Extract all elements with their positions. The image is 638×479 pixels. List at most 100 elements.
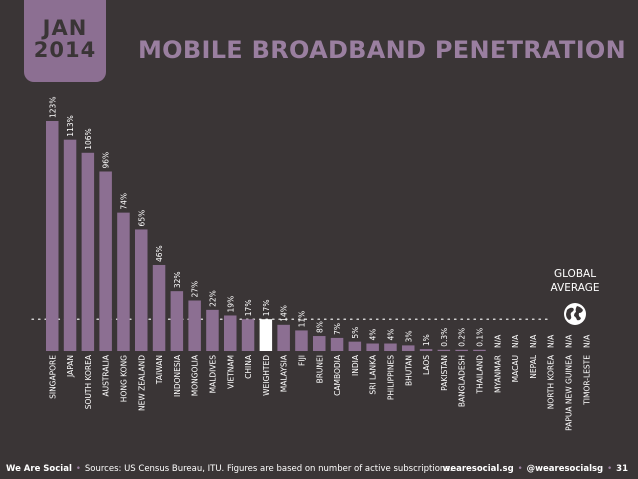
bar-vietnam xyxy=(224,315,237,351)
value-label-timor-leste: N/A xyxy=(582,334,591,348)
bar-brunei xyxy=(313,336,326,351)
bar-singapore xyxy=(46,121,59,351)
value-label-japan: 113% xyxy=(66,115,75,136)
footer-separator: • xyxy=(75,464,81,474)
value-label-philippines: 4% xyxy=(386,329,395,341)
date-badge: JAN 2014 xyxy=(24,0,106,82)
category-label-philippines: PHILIPPINES xyxy=(386,355,395,400)
bar-maldives xyxy=(206,309,219,351)
category-label-india: INDIA xyxy=(351,354,360,376)
value-label-laos: 1% xyxy=(422,334,431,346)
value-label-india: 5% xyxy=(351,327,360,339)
global-average-label-2: AVERAGE xyxy=(551,282,600,294)
chart-title: MOBILE BROADBAND PENETRATION xyxy=(138,36,627,64)
category-label-myanmar: MYANMAR xyxy=(493,355,502,393)
value-label-indonesia: 32% xyxy=(173,271,182,288)
global-average-label-1: GLOBAL xyxy=(554,268,596,280)
footer-separator: • xyxy=(607,464,613,474)
value-label-new-zealand: 65% xyxy=(137,210,146,227)
category-label-nepal: NEPAL xyxy=(529,354,538,379)
category-label-maldives: MALDIVES xyxy=(208,355,217,394)
value-label-australia: 96% xyxy=(102,152,111,169)
bar-india xyxy=(348,341,362,351)
bar-sri-lanka xyxy=(366,343,379,351)
category-label-new-zealand: NEW ZEALAND xyxy=(137,355,146,411)
category-label-japan: JAPAN xyxy=(66,355,75,378)
bar-fiji xyxy=(295,330,308,351)
category-label-indonesia: INDONESIA xyxy=(173,354,182,397)
value-label-macau: N/A xyxy=(511,334,520,348)
footer-handle: @wearesocialsg xyxy=(526,464,604,474)
value-label-taiwan: 46% xyxy=(155,245,164,262)
category-label-vietnam: VIETNAM xyxy=(226,355,235,389)
bars-group: 123% SINGAPORE 113% JAPAN 106% SOUTH KOREA 96%… xyxy=(46,97,591,431)
badge-month: JAN xyxy=(42,16,88,40)
value-label-myanmar: N/A xyxy=(493,334,502,348)
value-label-pakistan: 0.3% xyxy=(440,328,449,347)
value-label-malaysia: 14% xyxy=(280,305,289,322)
badge-year: 2014 xyxy=(33,38,97,62)
bar-bhutan xyxy=(402,345,415,351)
category-label-brunei: BRUNEI xyxy=(315,355,324,383)
category-label-timor-leste: TIMOR-LESTE xyxy=(582,355,591,406)
bar-pakistan xyxy=(437,349,451,351)
bar-cambodia xyxy=(330,337,344,351)
value-label-south-korea: 106% xyxy=(84,128,93,149)
value-label-bangladesh: 0.2% xyxy=(458,328,467,347)
bar-new-zealand xyxy=(135,229,148,351)
category-label-singapore: SINGAPORE xyxy=(48,355,57,399)
value-label-vietnam: 19% xyxy=(226,296,235,313)
value-label-fiji: 11% xyxy=(297,311,306,328)
category-label-bhutan: BHUTAN xyxy=(404,355,413,386)
footer-page: 31 xyxy=(616,464,628,474)
footer-sources: Sources: US Census Bureau, ITU. Figures … xyxy=(84,464,453,474)
value-label-sri-lanka: 4% xyxy=(369,329,378,341)
value-label-thailand: 0.1% xyxy=(475,328,484,347)
category-label-pakistan: PAKISTAN xyxy=(440,355,449,391)
footer-separator: • xyxy=(517,464,523,474)
category-label-taiwan: TAIWAN xyxy=(155,355,164,385)
category-label-sri-lanka: SRI LANKA xyxy=(369,354,378,394)
bar-taiwan xyxy=(152,264,166,351)
bar-australia xyxy=(99,171,112,351)
footer-right: wearesocial.sg • @wearesocialsg • 31 xyxy=(442,464,628,474)
category-label-australia: AUSTRALIA xyxy=(102,354,111,396)
bar-china xyxy=(241,319,255,351)
bar-bangladesh xyxy=(455,349,468,351)
category-label-cambodia: CAMBODIA xyxy=(333,354,342,396)
category-label-macau: MACAU xyxy=(511,355,520,382)
category-label-thailand: THAILAND xyxy=(475,355,484,395)
value-label-hong-kong: 74% xyxy=(119,193,128,210)
category-label-south-korea: SOUTH KOREA xyxy=(84,354,93,409)
bar-south-korea xyxy=(81,152,95,351)
category-label-china: CHINA xyxy=(244,354,253,379)
value-label-bhutan: 3% xyxy=(404,330,413,342)
category-label-weighted: WEIGHTED xyxy=(262,355,271,396)
category-label-mongolia: MONGOLIA xyxy=(191,354,200,396)
value-label-china: 17% xyxy=(244,300,253,317)
bar-laos xyxy=(419,349,433,351)
footer: We Are Social • Sources: US Census Bureau,… xyxy=(0,461,638,479)
category-label-malaysia: MALAYSIA xyxy=(280,354,289,392)
value-label-singapore: 123% xyxy=(48,97,57,118)
value-label-maldives: 22% xyxy=(208,290,217,307)
bar-indonesia xyxy=(170,291,184,351)
value-label-mongolia: 27% xyxy=(191,281,200,298)
bar-japan xyxy=(63,139,77,351)
footer-site: wearesocial.sg xyxy=(442,464,514,474)
value-label-nepal: N/A xyxy=(529,334,538,348)
bar-weighted xyxy=(259,319,273,351)
bar-mongolia xyxy=(188,300,201,351)
value-label-north-korea: N/A xyxy=(547,334,556,348)
value-label-papua-new-guinea: N/A xyxy=(564,334,573,348)
bar-malaysia xyxy=(277,324,290,351)
category-label-laos: LAOS xyxy=(422,355,431,375)
category-label-papua-new-guinea: PAPUA NEW GUINEA xyxy=(564,354,573,431)
footer-brand: We Are Social xyxy=(6,464,72,474)
category-label-hong-kong: HONG KONG xyxy=(119,355,128,402)
category-label-fiji: FIJI xyxy=(297,355,306,366)
globe-icon xyxy=(564,303,586,325)
footer-left: We Are Social • Sources: US Census Bureau,… xyxy=(6,464,452,474)
category-label-bangladesh: BANGLADESH xyxy=(458,355,467,407)
